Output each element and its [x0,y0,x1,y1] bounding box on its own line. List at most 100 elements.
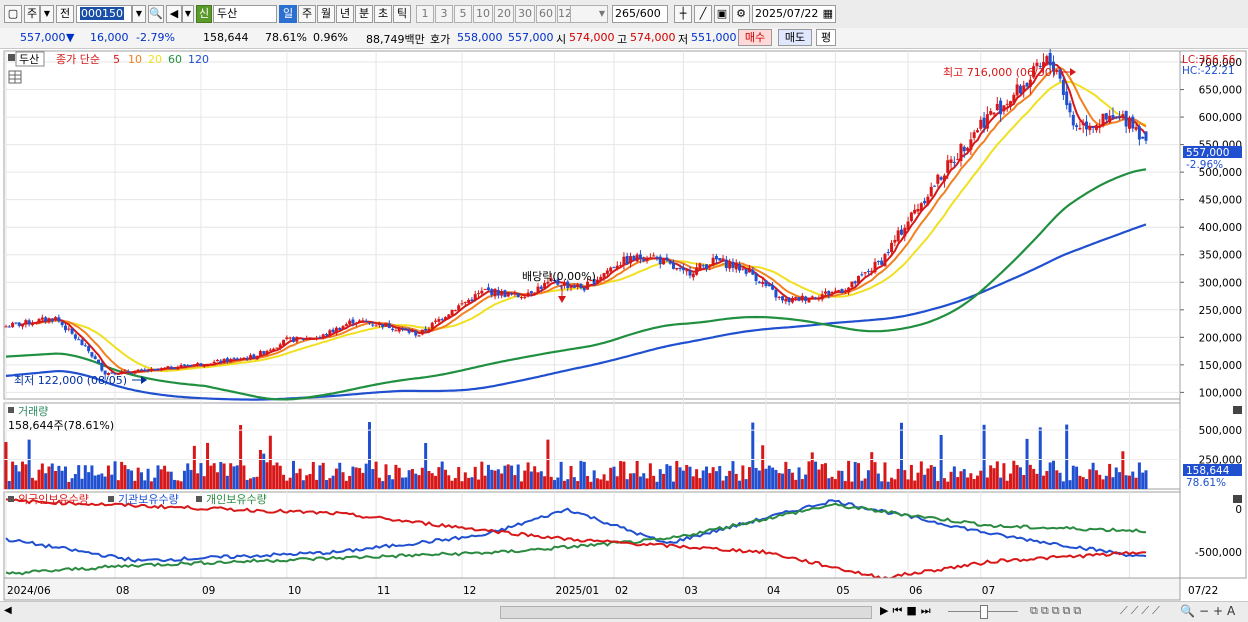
volume-panel-menu-icon[interactable] [8,407,14,413]
count-value: 265 [615,7,636,20]
period-button[interactable]: 초 [374,5,392,23]
candle-body [50,319,54,322]
volume-bar [539,471,543,489]
period-button[interactable]: 주 [298,5,316,23]
interval-button[interactable]: 5 [454,5,472,23]
volume-bar [427,470,431,489]
mode-primary[interactable]: 주 [24,5,40,23]
candle-body [4,326,8,328]
candle-body [582,287,586,291]
candle-body [553,280,557,282]
volume-bar [176,480,180,489]
volume-bar [751,422,755,489]
volume-bar [1048,462,1052,489]
code-dropdown-icon[interactable]: ▼ [132,5,146,23]
mode-dropdown-icon[interactable]: ▼ [40,5,54,23]
chart-tools-icon[interactable]: ⧉⧉⧉⧉⧉ [1030,604,1085,617]
volume-bar [139,472,143,489]
period-button[interactable]: 월 [317,5,335,23]
volume-bar [90,465,94,489]
volume-bar [602,474,606,489]
candle-body [146,370,150,372]
calendar-icon[interactable]: ▦ [822,7,833,20]
drawing-tools-icon[interactable]: ⟋⟋⟋⟋ [1120,604,1163,617]
interval-button[interactable]: 1 [416,5,434,23]
period-button[interactable]: 분 [355,5,373,23]
time-tick-label: 11 [377,585,390,597]
volume-bar [1131,471,1135,489]
open-price: 574,000 [569,31,615,44]
candle-body [853,281,857,284]
volume-bar [450,480,454,489]
ma-label: 종가 단순 [56,53,100,66]
gear-icon[interactable]: ⚙ [732,5,750,23]
holdings-panel-menu-icon[interactable] [8,496,14,502]
count-field[interactable]: 265/600 [612,5,668,23]
date-field[interactable]: 2025/07/22 ▦ [752,5,836,23]
volume-bar [853,461,857,489]
candle-body [569,286,573,288]
zoom-controls-icon[interactable]: 🔍−+A [1180,604,1240,618]
even-button[interactable]: 평 [816,29,836,46]
volume-panel-close-icon[interactable] [1233,406,1242,414]
volume-bar [156,465,160,489]
buy-button[interactable]: 매수 [738,29,772,46]
low-annotation: 최저 122,000 (08/05) [14,374,127,387]
candle-type-icon[interactable]: ┼ [674,5,692,23]
volume-bar [1075,466,1079,489]
interval-button[interactable]: 20 [494,5,514,23]
candle-body [100,362,104,371]
volume-bar [275,462,279,489]
candle-body [701,265,705,267]
holdings-panel-close-icon[interactable] [1233,495,1242,503]
volume-bar [658,469,662,489]
interval-dropdown[interactable]: ▼ [570,5,608,23]
scroll-thumb[interactable] [500,606,872,619]
volume-bar [975,475,979,489]
mode-prev[interactable]: 전 [56,5,74,23]
period-button[interactable]: 틱 [393,5,411,23]
volume-bar [97,474,101,489]
scroll-left-icon[interactable]: ◀ [4,605,12,616]
price-change-pct: -2.79% [136,31,175,44]
interval-button[interactable]: 60 [536,5,556,23]
panel-menu-icon[interactable] [8,54,15,61]
save-icon[interactable]: ▣ [714,5,730,23]
interval-button[interactable]: 30 [515,5,535,23]
volume-bar [133,480,137,489]
candle-body [642,259,646,262]
candle-body [942,175,946,182]
candle-body [599,276,603,281]
window-menu-icon[interactable]: ▢ [4,5,22,23]
candle-body [645,258,649,262]
open-label: 시 [556,33,567,46]
draw-tool-icon[interactable]: ╱ [694,5,712,23]
sell-button[interactable]: 매도 [778,29,812,46]
speaker-dropdown-icon[interactable]: ▼ [182,5,194,23]
interval-button[interactable]: 10 [473,5,493,23]
zoom-slider-handle[interactable] [980,605,988,619]
period-button[interactable]: 일 [279,5,297,23]
search-icon[interactable]: 🔍 [148,5,164,23]
candle-body [1098,126,1102,128]
volume-bar [268,435,272,489]
code-input[interactable]: 000150 [76,5,132,23]
bottom-scroll-bar: ◀ ▶⏮■⏭ ⧉⧉⧉⧉⧉ ⟋⟋⟋⟋ 🔍−+A [0,601,1248,622]
volume-bar [850,481,854,489]
speaker-icon[interactable]: ◀ [166,5,182,23]
candle-body [24,320,28,325]
volume-bar [242,465,246,489]
playback-controls-icon[interactable]: ▶⏮■⏭ [880,604,935,617]
stock-name-field[interactable]: 두산 [213,5,277,23]
candle-body [989,111,993,115]
volume-bar [744,479,748,489]
candle-body [130,372,134,374]
candle-body [711,257,715,266]
candle-body [658,256,662,265]
period-button[interactable]: 년 [336,5,354,23]
candle-body [595,279,599,283]
interval-button[interactable]: 3 [435,5,453,23]
turnover-rate: 0.96% [313,31,348,44]
volume-bar [113,461,117,489]
volume-bar [543,476,547,489]
